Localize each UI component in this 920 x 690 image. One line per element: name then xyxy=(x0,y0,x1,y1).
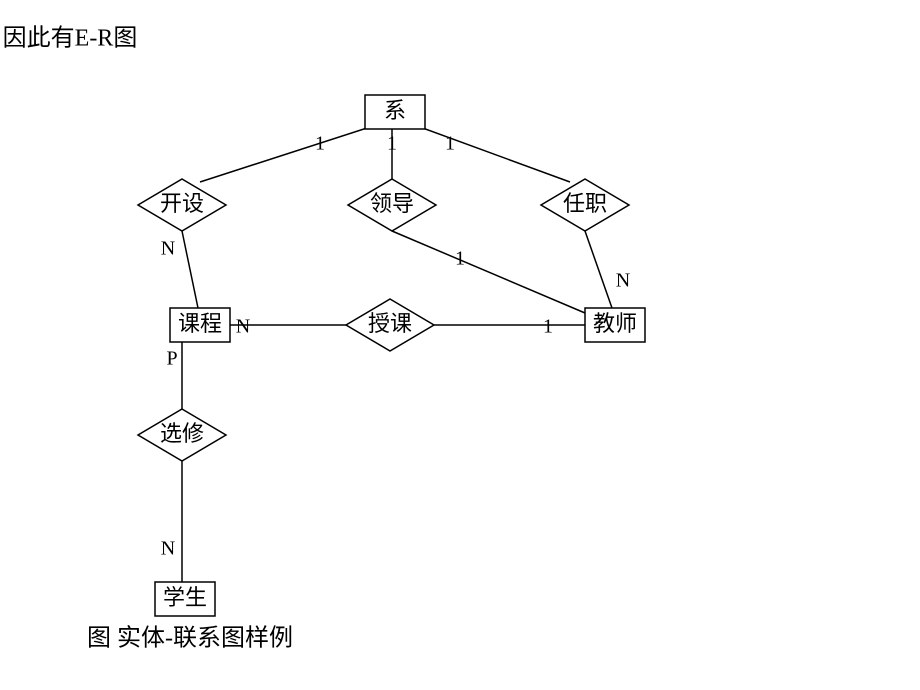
relationship-label: 选修 xyxy=(160,421,204,446)
cardinality-label: N xyxy=(161,238,175,260)
relationship-label: 领导 xyxy=(370,191,414,216)
edge xyxy=(200,127,370,182)
entity-label: 系 xyxy=(384,98,406,123)
relationship-serve: 任职 xyxy=(541,179,629,231)
relationship-offer: 开设 xyxy=(138,179,226,231)
edge xyxy=(392,231,585,313)
relationship-lead: 领导 xyxy=(348,179,436,231)
edge xyxy=(420,127,570,182)
relationship-label: 授课 xyxy=(368,311,412,336)
entity-student: 学生 xyxy=(155,582,215,616)
cardinality-label: N xyxy=(616,270,630,292)
cardinality-label: 1 xyxy=(445,133,455,155)
cardinality-label: N xyxy=(236,316,250,338)
relationship-elect: 选修 xyxy=(138,409,226,461)
cardinality-label: P xyxy=(166,348,177,370)
relationship-label: 任职 xyxy=(563,191,607,216)
cardinality-label: 1 xyxy=(315,133,325,155)
entity-teacher: 教师 xyxy=(585,308,645,342)
edge xyxy=(585,231,612,308)
cardinality-label: 1 xyxy=(455,248,465,270)
edge xyxy=(182,231,198,308)
entity-label: 教师 xyxy=(593,311,637,336)
entity-label: 课程 xyxy=(178,311,222,336)
caption-text: 图 实体-联系图样例 xyxy=(87,625,293,652)
cardinality-label: 1 xyxy=(387,133,397,155)
cardinality-label: 1 xyxy=(543,316,553,338)
entity-label: 学生 xyxy=(163,585,207,610)
header-text: 因此有E-R图 xyxy=(3,25,138,52)
cardinality-label: N xyxy=(161,538,175,560)
er-diagram-canvas: 开设 领导 任职授课选修 系课程 教师学生 1 1 1 N N P N 1 N 1 因此有E-R图 图 … xyxy=(0,0,920,690)
relationship-label: 开设 xyxy=(160,191,204,216)
relationship-teach: 授课 xyxy=(346,299,434,351)
entity-dept: 系 xyxy=(365,95,425,129)
entity-course: 课程 xyxy=(170,308,230,342)
